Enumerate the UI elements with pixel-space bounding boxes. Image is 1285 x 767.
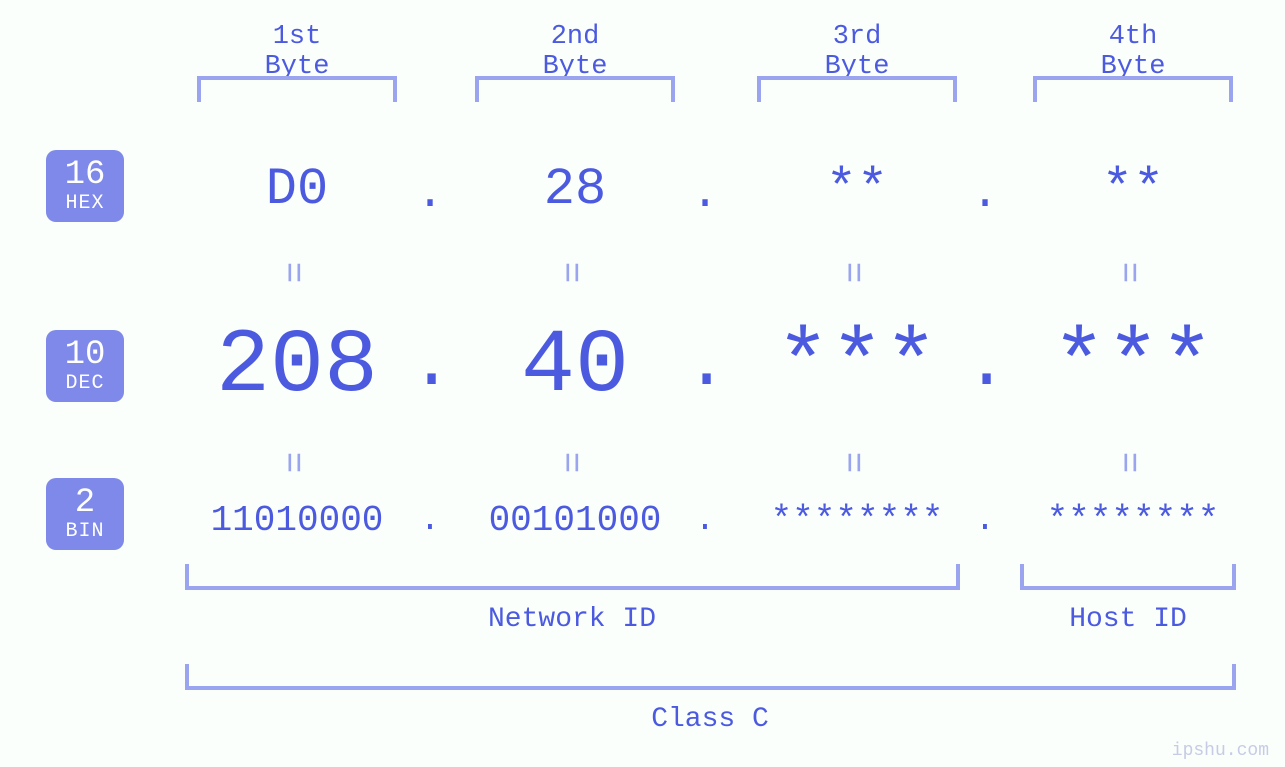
badge-hex: 16 HEX xyxy=(46,150,124,222)
badge-bin-label: BIN xyxy=(65,521,104,542)
byte-header-2: 2nd Byte xyxy=(515,22,635,82)
byte-header-1: 1st Byte xyxy=(237,22,357,82)
hex-byte-4: ** xyxy=(1033,160,1233,219)
hex-byte-3: ** xyxy=(757,160,957,219)
top-bracket-2 xyxy=(475,76,675,102)
label-class: Class C xyxy=(610,704,810,735)
dec-byte-1: 208 xyxy=(177,316,417,418)
hex-byte-1: D0 xyxy=(197,160,397,219)
dec-byte-2: 40 xyxy=(455,316,695,418)
eq-dec-bin-1: = xyxy=(271,452,312,474)
bin-dot-2: . xyxy=(693,502,717,540)
hex-dot-1: . xyxy=(414,168,446,220)
badge-hex-num: 16 xyxy=(65,158,106,194)
badge-dec-num: 10 xyxy=(65,338,106,374)
byte-header-4: 4th Byte xyxy=(1073,22,1193,82)
bin-byte-3: ******** xyxy=(737,500,977,541)
top-bracket-1 xyxy=(197,76,397,102)
bracket-class xyxy=(185,664,1236,690)
dec-dot-2: . xyxy=(685,324,725,406)
eq-dec-bin-2: = xyxy=(549,452,590,474)
eq-hex-dec-2: = xyxy=(549,262,590,284)
bin-byte-2: 00101000 xyxy=(455,500,695,541)
eq-hex-dec-3: = xyxy=(831,262,872,284)
dec-byte-3: *** xyxy=(737,316,977,418)
badge-bin-num: 2 xyxy=(75,486,95,522)
hex-dot-3: . xyxy=(969,168,1001,220)
diagram-root: 1st Byte 2nd Byte 3rd Byte 4th Byte 16 H… xyxy=(0,0,1285,767)
watermark: ipshu.com xyxy=(1172,741,1269,761)
dec-byte-4: *** xyxy=(1013,316,1253,418)
label-network-id: Network ID xyxy=(472,604,672,635)
top-bracket-3 xyxy=(757,76,957,102)
top-bracket-4 xyxy=(1033,76,1233,102)
bin-byte-4: ******** xyxy=(1013,500,1253,541)
label-host-id: Host ID xyxy=(1028,604,1228,635)
badge-hex-label: HEX xyxy=(65,193,104,214)
eq-dec-bin-3: = xyxy=(831,452,872,474)
hex-byte-2: 28 xyxy=(475,160,675,219)
bracket-network-id xyxy=(185,564,960,590)
dec-dot-3: . xyxy=(965,324,1005,406)
badge-bin: 2 BIN xyxy=(46,478,124,550)
badge-dec: 10 DEC xyxy=(46,330,124,402)
dec-dot-1: . xyxy=(410,324,450,406)
bracket-host-id xyxy=(1020,564,1236,590)
eq-dec-bin-4: = xyxy=(1107,452,1148,474)
eq-hex-dec-1: = xyxy=(271,262,312,284)
badge-dec-label: DEC xyxy=(65,373,104,394)
bin-byte-1: 11010000 xyxy=(177,500,417,541)
bin-dot-1: . xyxy=(418,502,442,540)
byte-header-3: 3rd Byte xyxy=(797,22,917,82)
eq-hex-dec-4: = xyxy=(1107,262,1148,284)
bin-dot-3: . xyxy=(973,502,997,540)
hex-dot-2: . xyxy=(689,168,721,220)
